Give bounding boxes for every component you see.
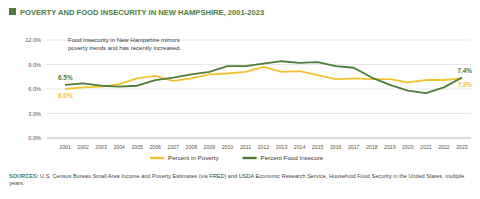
title-icon [9,8,16,15]
x-tick-label: 2003 [95,144,107,150]
data-label: 7.3% [457,81,472,88]
x-tick-label: 2023 [456,144,468,150]
x-tick-label: 2013 [276,144,288,150]
data-label: 7.4% [457,67,472,74]
x-tick-label: 2009 [204,144,216,150]
legend-swatch [243,157,257,159]
y-tick-label: 6.0% [28,86,41,92]
y-tick-label: 9.0% [28,62,41,68]
x-tick-label: 2016 [330,144,342,150]
grid-line [47,89,471,90]
x-tick-label: 2015 [312,144,324,150]
x-tick-label: 2001 [59,144,71,150]
x-tick-label: 2021 [420,144,432,150]
legend-label: Percent in Poverty [168,154,219,161]
x-tick-label: 2018 [366,144,378,150]
grid-line [47,113,471,114]
source: SOURCES: U.S. Census Bureau Small Area I… [9,173,471,187]
series-line [65,61,462,93]
data-label: 6.5% [58,74,73,81]
y-tick-label: 3.0% [28,111,41,117]
x-tick-label: 2005 [131,144,143,150]
y-tick-label: 0.0% [28,135,41,141]
x-tick-label: 2007 [168,144,180,150]
chart: POVERTY AND FOOD INSECURITY IN NEW HAMPS… [0,0,480,199]
data-label: 6.0% [58,92,73,99]
x-tick-label: 2008 [186,144,198,150]
x-tick-label: 2002 [77,144,89,150]
x-tick-label: 2020 [402,144,414,150]
annotation: Food insecurity in New Hampshire mirrors… [68,37,193,52]
title: POVERTY AND FOOD INSECURITY IN NEW HAMPS… [20,8,264,17]
x-tick-label: 2012 [258,144,270,150]
legend-label: Percent Food Insecure [261,154,324,161]
x-tick-label: 2006 [149,144,161,150]
x-tick-label: 2010 [222,144,234,150]
grid-line [47,138,471,139]
plot-area [65,61,462,93]
x-tick-label: 2004 [113,144,125,150]
x-tick-label: 2022 [438,144,450,150]
x-tick-label: 2019 [384,144,396,150]
y-tick-label: 12.0% [25,37,41,43]
x-tick-label: 2011 [240,144,251,150]
legend-swatch [150,157,164,159]
x-tick-label: 2014 [294,144,306,150]
x-tick-label: 2017 [348,144,360,150]
